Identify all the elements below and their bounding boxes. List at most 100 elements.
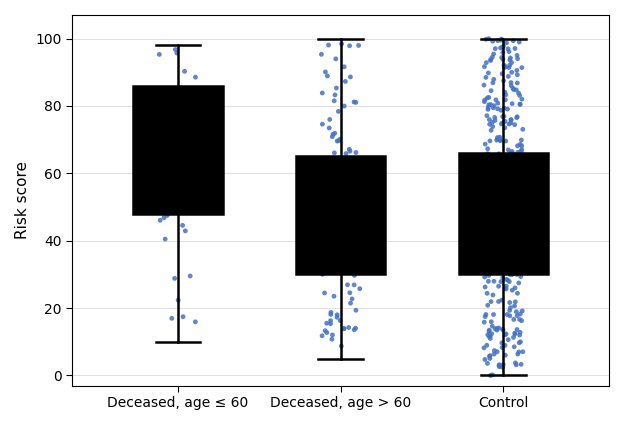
- Point: [512, 71, 522, 78]
- Point: [508, 168, 518, 175]
- Point: [507, 100, 517, 107]
- Point: [481, 311, 491, 318]
- Point: [506, 116, 516, 123]
- Point: [333, 200, 343, 207]
- Point: [348, 257, 358, 264]
- Point: [507, 287, 517, 294]
- Point: [508, 165, 518, 172]
- Point: [489, 165, 499, 172]
- Point: [494, 363, 504, 370]
- Point: [488, 292, 498, 298]
- Point: [507, 167, 517, 173]
- Point: [345, 289, 355, 296]
- Point: [500, 216, 510, 223]
- Point: [486, 127, 496, 134]
- Point: [480, 250, 490, 257]
- Point: [512, 113, 522, 120]
- Point: [504, 192, 514, 199]
- Point: [489, 311, 499, 318]
- Point: [510, 331, 520, 337]
- Point: [159, 214, 169, 221]
- Point: [484, 192, 494, 198]
- Point: [180, 68, 190, 75]
- Point: [498, 49, 508, 56]
- Point: [500, 177, 510, 184]
- Point: [489, 347, 499, 354]
- Point: [499, 113, 509, 120]
- Point: [507, 271, 517, 278]
- Point: [349, 99, 359, 105]
- Point: [490, 173, 500, 180]
- Point: [481, 74, 491, 81]
- Point: [347, 239, 357, 246]
- Point: [510, 182, 520, 189]
- Point: [505, 307, 515, 314]
- Point: [503, 254, 513, 261]
- Point: [340, 78, 350, 85]
- Point: [494, 283, 504, 290]
- Point: [328, 131, 338, 138]
- Point: [504, 263, 514, 270]
- Point: [322, 185, 332, 192]
- Point: [488, 123, 498, 130]
- Point: [332, 239, 342, 246]
- Point: [488, 79, 498, 86]
- Point: [354, 200, 364, 207]
- Point: [485, 372, 495, 379]
- Point: [496, 264, 506, 271]
- Point: [347, 210, 357, 217]
- Point: [510, 215, 520, 222]
- Point: [509, 156, 519, 162]
- Point: [167, 315, 177, 322]
- Point: [503, 336, 513, 343]
- Point: [345, 159, 355, 166]
- Point: [328, 133, 338, 140]
- Point: [515, 245, 525, 252]
- Point: [485, 355, 495, 362]
- Point: [328, 332, 338, 338]
- Point: [515, 196, 525, 202]
- Point: [516, 151, 526, 158]
- Point: [171, 194, 181, 201]
- Point: [504, 260, 514, 266]
- Point: [512, 79, 522, 86]
- Point: [505, 62, 515, 68]
- Point: [491, 174, 501, 181]
- PathPatch shape: [296, 156, 386, 275]
- Point: [479, 63, 489, 70]
- Point: [336, 343, 346, 349]
- Point: [497, 54, 507, 61]
- Point: [170, 275, 180, 282]
- Point: [514, 163, 524, 170]
- Point: [488, 155, 498, 162]
- Point: [510, 231, 520, 238]
- Point: [492, 202, 502, 209]
- Point: [495, 220, 505, 227]
- Point: [505, 304, 515, 311]
- Point: [323, 191, 333, 198]
- Point: [503, 159, 513, 166]
- Point: [490, 45, 500, 52]
- Point: [495, 266, 505, 272]
- Point: [353, 163, 363, 170]
- Point: [348, 190, 358, 197]
- Point: [514, 339, 524, 346]
- Point: [516, 176, 526, 182]
- Point: [346, 74, 356, 80]
- Point: [514, 166, 524, 173]
- Point: [493, 192, 503, 198]
- Point: [508, 85, 518, 92]
- Point: [483, 198, 493, 204]
- Point: [489, 76, 499, 83]
- Point: [517, 173, 527, 179]
- Point: [502, 266, 512, 272]
- Point: [485, 352, 495, 359]
- Point: [162, 212, 172, 219]
- Point: [479, 221, 489, 228]
- Point: [485, 153, 495, 159]
- Point: [512, 271, 522, 278]
- Point: [516, 361, 526, 368]
- Point: [336, 40, 346, 47]
- Point: [504, 152, 514, 159]
- Point: [354, 199, 364, 206]
